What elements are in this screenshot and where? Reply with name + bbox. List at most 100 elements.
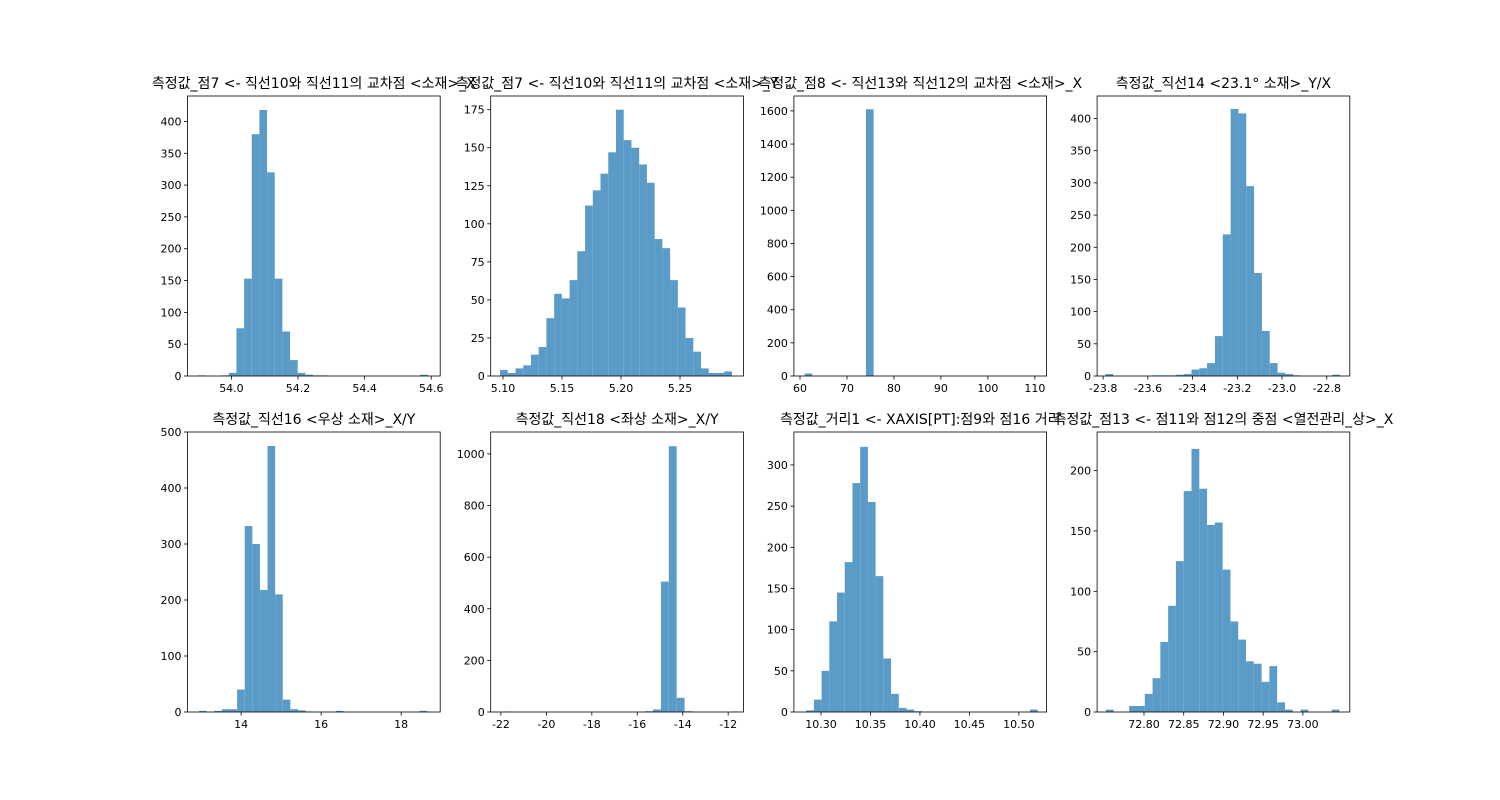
y-tick-label: 350 <box>1070 145 1091 158</box>
bar <box>1277 702 1285 712</box>
bar <box>538 347 547 376</box>
y-tick-label: 50 <box>168 338 182 351</box>
bar <box>1230 108 1239 376</box>
y-tick-label: 200 <box>1070 241 1091 254</box>
y-tick-label: 0 <box>478 706 485 719</box>
bar <box>1199 488 1208 712</box>
subplot: 60 70 80 90 100 110 0 200 400 600 800 1000 1200 1400 1… <box>758 76 1082 395</box>
bar <box>677 307 686 376</box>
bar <box>608 152 616 376</box>
chart-title: 측정값_직선18 <좌상 소재>_X/Y <box>516 412 719 428</box>
y-tick-label: 50 <box>1077 338 1091 351</box>
chart-title: 측정값_거리1 <- XAXIS[PT]:점9와 점16 거리 <box>780 412 1060 428</box>
bar <box>860 446 868 712</box>
x-tick-label: 54.2 <box>286 382 311 395</box>
y-tick-label: 600 <box>767 271 788 284</box>
y-tick-label: 300 <box>161 538 182 551</box>
x-tick-label: 80 <box>887 382 901 395</box>
chart-title: 측정값_점7 <- 직선10와 직선11의 교차점 <소재>_Y <box>456 76 779 92</box>
subplot: -23.8 -23.6 -23.4 -23.2 -23.0 -22.8 0 50 100 150 2… <box>1070 76 1351 395</box>
bar <box>267 172 275 376</box>
y-tick-label: 300 <box>161 179 182 192</box>
x-tick-label: 72.90 <box>1208 718 1240 731</box>
axes-frame <box>793 95 1048 377</box>
bar <box>1168 605 1176 712</box>
bar <box>546 318 555 376</box>
bar <box>829 621 838 712</box>
y-tick-label: 800 <box>464 500 485 513</box>
x-tick-label: 18 <box>394 718 408 731</box>
y-tick-label: 400 <box>464 603 485 616</box>
bar <box>1246 661 1254 712</box>
bar <box>275 594 283 712</box>
bar <box>813 699 822 712</box>
y-tick-label: 400 <box>161 115 182 128</box>
x-tick-label: 10.45 <box>954 718 986 731</box>
axes-frame <box>490 431 744 713</box>
bar <box>290 709 298 712</box>
y-tick-label: 500 <box>161 426 182 439</box>
y-tick-label: 200 <box>464 654 485 667</box>
bar <box>1199 368 1208 376</box>
y-tick-label: 0 <box>1084 706 1091 719</box>
y-tick-label: 50 <box>774 665 788 678</box>
y-tick-label: 300 <box>767 459 788 472</box>
subplot: 5.10 5.15 5.20 5.25 0 25 50 75 100 125 150 175 측정값_점… <box>456 76 779 395</box>
bar <box>1222 569 1231 712</box>
bar <box>297 372 306 376</box>
bar <box>639 164 647 376</box>
bar <box>708 372 717 376</box>
bar <box>837 592 845 712</box>
x-tick-label: -23.8 <box>1089 382 1117 395</box>
x-tick-label: 54.6 <box>419 382 444 395</box>
bar <box>259 110 268 376</box>
y-tick-label: 100 <box>767 624 788 637</box>
bar <box>1175 374 1184 376</box>
bar <box>1285 374 1294 376</box>
bar <box>906 709 915 712</box>
y-tick-label: 75 <box>471 256 485 269</box>
bar <box>290 360 298 376</box>
bar <box>244 278 252 376</box>
bar <box>1029 709 1038 712</box>
bar <box>646 182 655 376</box>
x-tick-label: -23.6 <box>1134 382 1162 395</box>
bar <box>660 581 669 712</box>
y-tick-label: 1600 <box>760 105 788 118</box>
subplot: 10.30 10.35 10.40 10.45 10.50 0 50 100 150 200 250… <box>767 412 1061 731</box>
y-tick-label: 1200 <box>760 171 788 184</box>
axes-frame <box>187 431 441 713</box>
bar <box>1246 186 1255 376</box>
y-tick-label: 400 <box>1070 113 1091 126</box>
x-tick-label: 54.4 <box>352 382 377 395</box>
bar <box>821 670 830 712</box>
bar <box>419 710 428 712</box>
bar <box>523 365 531 376</box>
x-tick-label: 14 <box>234 718 248 731</box>
y-tick-label: 200 <box>1070 465 1091 478</box>
bar <box>1269 363 1278 376</box>
y-tick-label: 200 <box>161 243 182 256</box>
bar <box>865 109 874 376</box>
y-tick-label: 400 <box>161 482 182 495</box>
y-tick-label: 150 <box>767 582 788 595</box>
bar <box>1175 561 1184 712</box>
bar <box>229 709 238 712</box>
x-tick-label: 5.25 <box>668 382 693 395</box>
bar <box>507 372 516 376</box>
bar <box>420 374 428 376</box>
bar <box>251 134 260 376</box>
x-tick-label: -16 <box>628 718 646 731</box>
chart-title: 측정값_직선14 <23.1° 소재>_Y/X <box>1116 76 1332 92</box>
x-tick-label: -18 <box>583 718 601 731</box>
bar <box>1160 642 1169 712</box>
bar <box>236 328 245 376</box>
y-tick-label: 0 <box>175 706 182 719</box>
bar <box>693 351 702 376</box>
x-tick-label: -23.0 <box>1268 382 1296 395</box>
x-tick-label: 72.95 <box>1247 718 1279 731</box>
bar <box>685 337 694 376</box>
bar <box>1284 709 1293 712</box>
y-tick-label: 1000 <box>760 204 788 217</box>
